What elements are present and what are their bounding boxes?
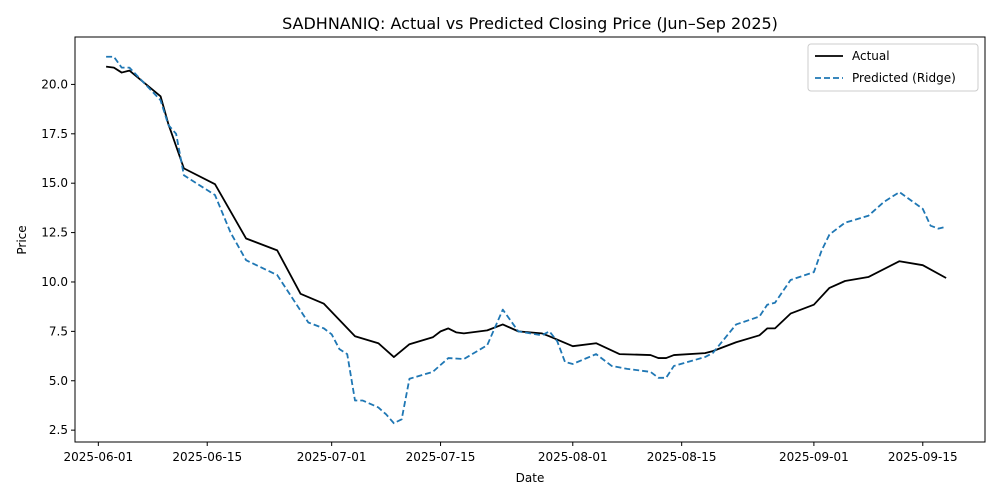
y-tick-label: 20.0: [41, 77, 68, 91]
x-tick-label: 2025-07-15: [406, 450, 476, 464]
y-tick-label: 17.5: [41, 127, 68, 141]
y-tick-label: 2.5: [49, 423, 68, 437]
y-tick-label: 12.5: [41, 226, 68, 240]
x-tick-label: 2025-08-01: [538, 450, 608, 464]
x-tick-label: 2025-09-15: [888, 450, 958, 464]
x-tick-label: 2025-06-01: [63, 450, 133, 464]
y-tick-label: 15.0: [41, 176, 68, 190]
x-tick-label: 2025-09-01: [779, 450, 849, 464]
y-axis: 2.5 5.0 7.5 10.0 12.5 15.0 17.5 20.0: [41, 77, 75, 437]
x-axis: 2025-06-01 2025-06-15 2025-07-01 2025-07-15…: [63, 442, 958, 464]
legend: Actual Predicted (Ridge): [807, 43, 979, 92]
legend-predicted-label: Predicted (Ridge): [852, 71, 956, 85]
x-tick-label: 2025-06-15: [172, 450, 242, 464]
chart-title: SADHNANIQ: Actual vs Predicted Closing P…: [282, 14, 778, 33]
legend-box: [807, 43, 979, 92]
y-tick-label: 10.0: [41, 275, 68, 289]
x-tick-label: 2025-08-15: [647, 450, 717, 464]
y-tick-label: 7.5: [49, 324, 68, 338]
x-tick-label: 2025-07-01: [297, 450, 367, 464]
y-axis-label: Price: [15, 225, 29, 254]
plot-frame: [74, 36, 986, 443]
legend-actual-label: Actual: [852, 49, 890, 63]
predicted-price-line: [106, 55, 947, 425]
series-layer: [105, 55, 947, 425]
x-axis-label: Date: [516, 471, 545, 485]
y-tick-label: 5.0: [49, 374, 68, 388]
